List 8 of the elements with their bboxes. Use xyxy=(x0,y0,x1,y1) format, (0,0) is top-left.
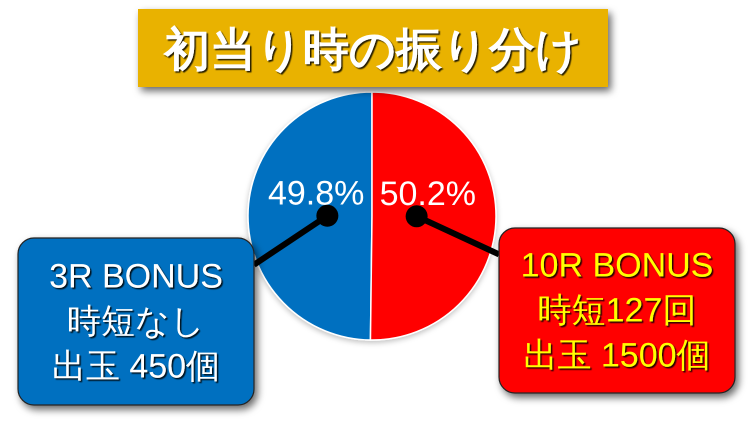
slice-label: 3R BONUS 時短なし出玉 450個 xyxy=(49,258,223,386)
category-label: 10R BONUS 時短127回出玉 1500個 xyxy=(498,227,736,394)
title: 初当り時の振り分け xyxy=(138,9,608,87)
category-label: 3R BONUS 時短なし出玉 450個 xyxy=(17,237,255,406)
chart-title: 初当り時の振り分け xyxy=(162,23,582,75)
slice-label: 10R BONUS 時短127回出玉 1500個 xyxy=(520,246,714,374)
data-label: 50.2% xyxy=(380,175,476,214)
data-label: 49.8% xyxy=(268,174,364,212)
